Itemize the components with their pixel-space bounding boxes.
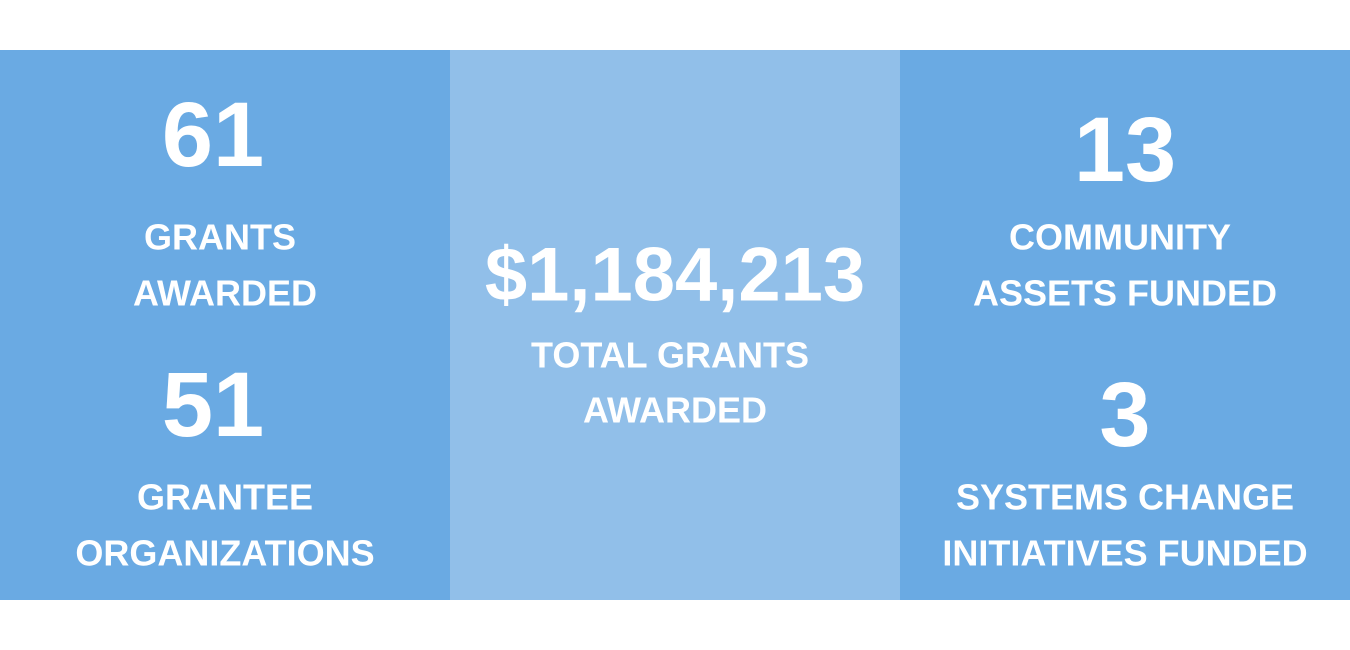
stat-label: COMMUNITY (1009, 217, 1231, 258)
left-panel (0, 50, 450, 600)
stat-label: AWARDED (583, 390, 767, 431)
stat-label: GRANTEE (137, 477, 313, 518)
stat-number: 3 (1099, 364, 1150, 466)
stat-label: GRANTS (144, 217, 296, 258)
stat-number: 13 (1074, 99, 1176, 201)
stat-number: 51 (162, 354, 264, 456)
stat-label: ORGANIZATIONS (75, 533, 374, 574)
stat-number: 61 (162, 84, 264, 186)
stat-label: AWARDED (133, 273, 317, 314)
stat-label: INITIATIVES FUNDED (942, 533, 1307, 574)
stat-label: TOTAL GRANTS (531, 335, 809, 376)
stat-number: $1,184,213 (485, 233, 865, 318)
right-panel (900, 50, 1350, 600)
stat-label: ASSETS FUNDED (973, 273, 1277, 314)
center-panel (450, 50, 900, 600)
stat-label: SYSTEMS CHANGE (956, 477, 1294, 518)
